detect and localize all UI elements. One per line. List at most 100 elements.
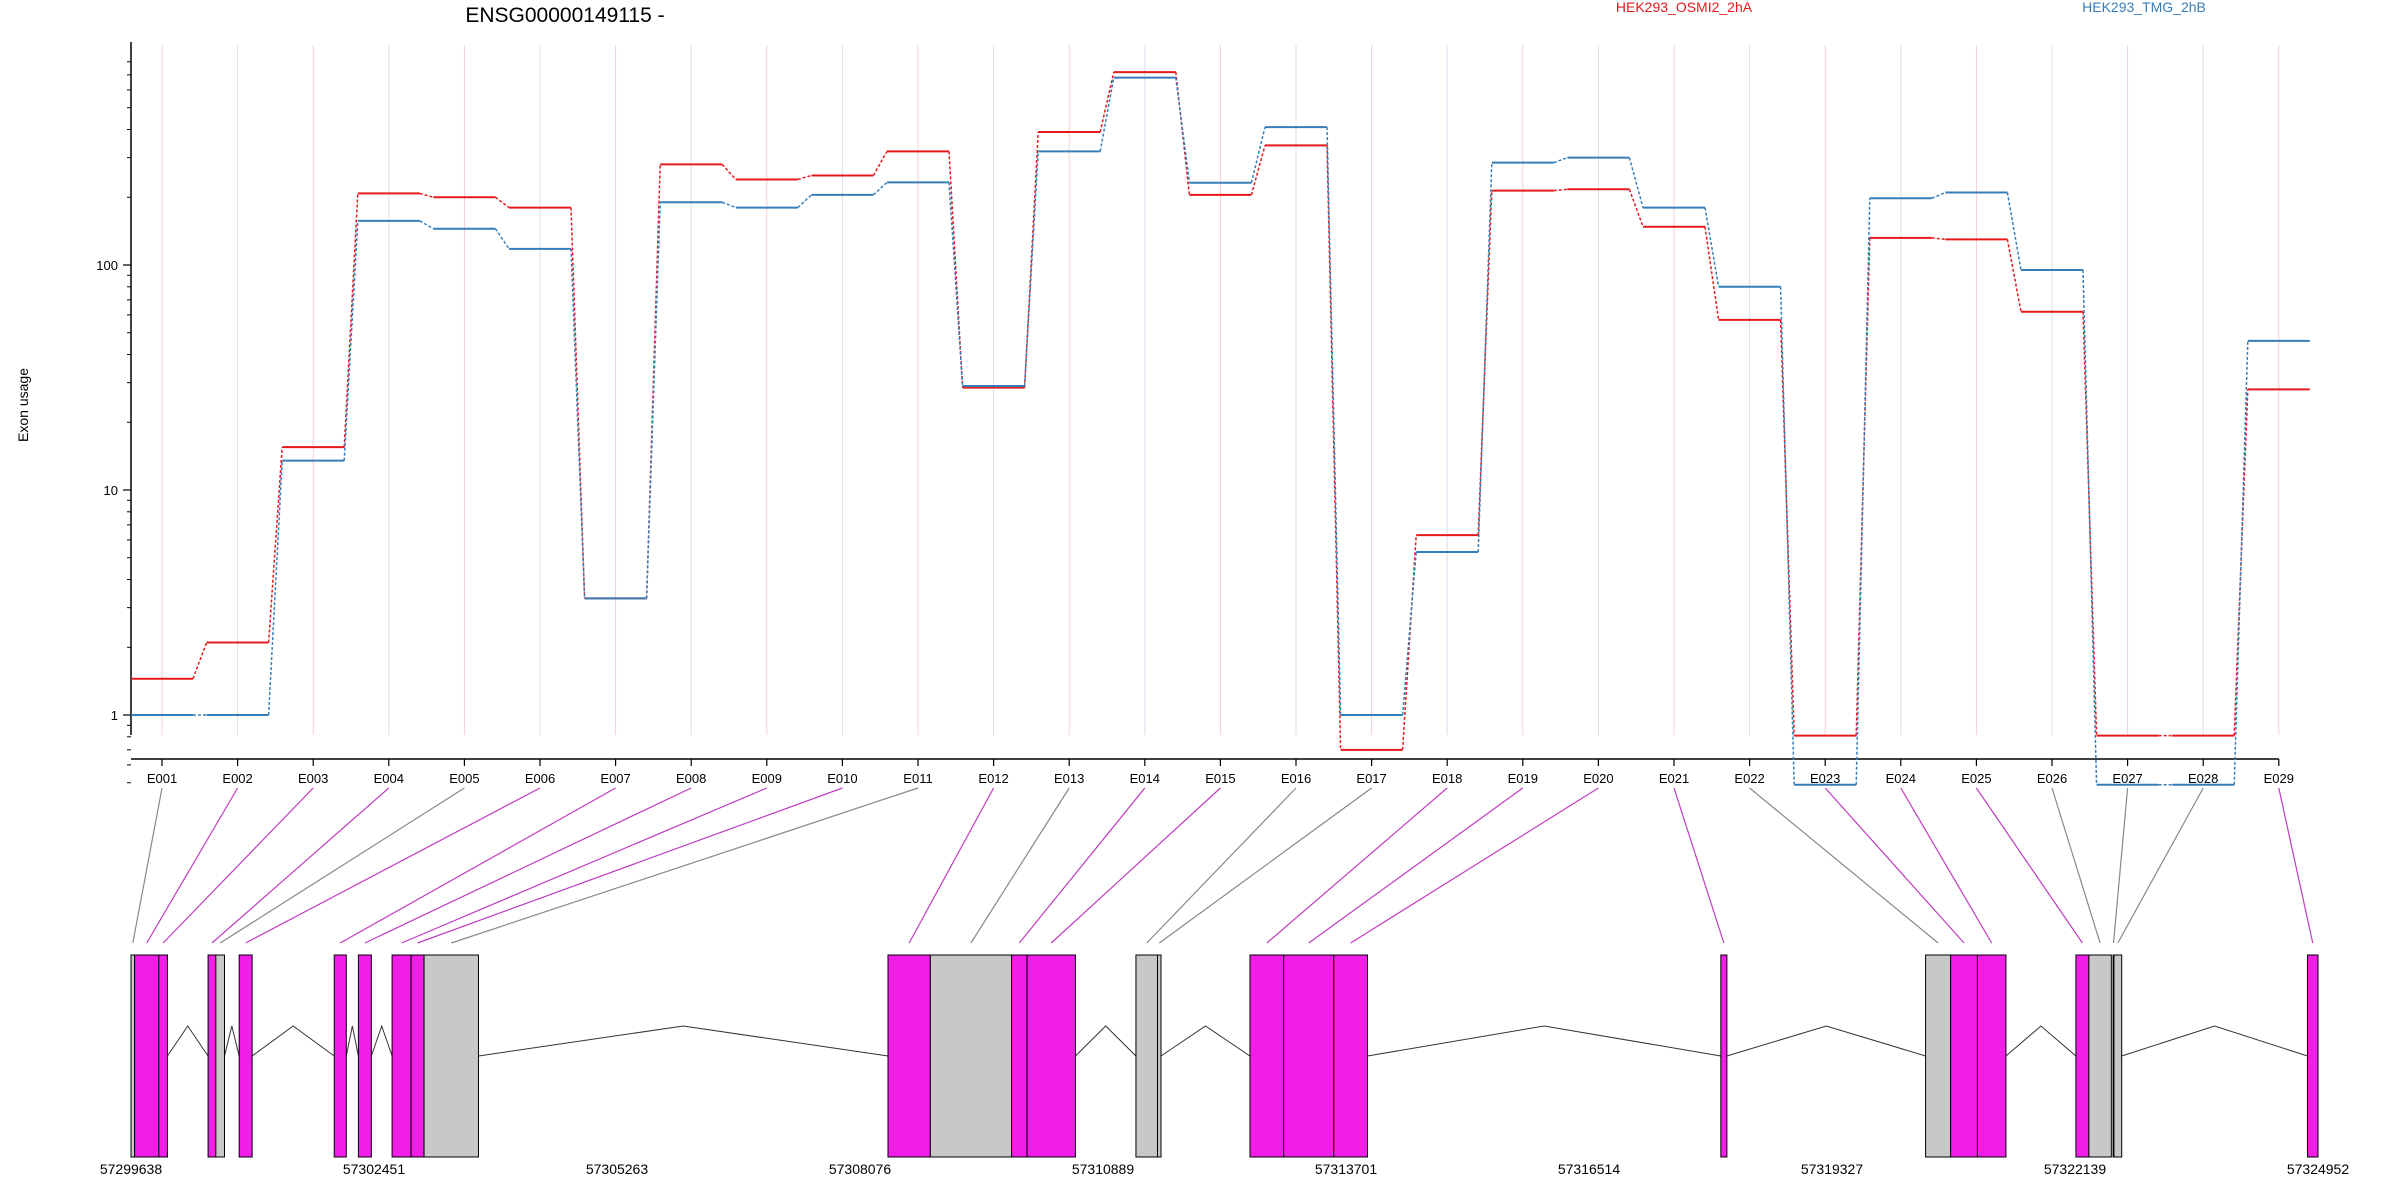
series-2-step <box>948 182 964 387</box>
intron-E007 <box>345 1025 359 1057</box>
series-1-step <box>343 193 359 448</box>
series-1-step <box>2233 389 2249 736</box>
exon-box-E028 <box>2113 954 2123 1158</box>
connector-E026 <box>2051 787 2101 944</box>
gridlines <box>161 45 2280 735</box>
exon-box-E025 <box>2075 954 2090 1158</box>
series-2-step <box>1628 157 1644 208</box>
connector-E005 <box>219 787 465 944</box>
x-tick-label-E023: E023 <box>1810 771 1840 786</box>
exon-box-E022 <box>1925 954 1952 1158</box>
exon-box-E016 <box>1135 954 1159 1158</box>
connector-E012 <box>908 787 995 944</box>
connector-E023 <box>1824 787 1965 944</box>
exon-box-E026 <box>2088 954 2112 1158</box>
x-tick-label-E006: E006 <box>525 771 555 786</box>
series-2-step <box>1401 551 1417 716</box>
series-1-step <box>721 163 737 180</box>
x-tick-label-E013: E013 <box>1054 771 1084 786</box>
intron-E011 <box>478 1025 889 1057</box>
intron-E003 <box>167 1025 209 1057</box>
x-tick-label-E010: E010 <box>827 771 857 786</box>
series-1-step <box>1553 188 1568 192</box>
series-1-step <box>1477 190 1493 536</box>
x-tick-label-E016: E016 <box>1281 771 1311 786</box>
connector-E001 <box>132 787 163 944</box>
series-1-step <box>1704 226 1720 321</box>
exon-box-E018 <box>1249 954 1285 1158</box>
x-tick-label-E020: E020 <box>1583 771 1613 786</box>
series-2-step <box>1175 77 1191 183</box>
intron-E017 <box>1160 1025 1251 1057</box>
x-tick-label-E026: E026 <box>2037 771 2067 786</box>
chart-title: ENSG00000149115 - <box>465 4 664 27</box>
exon-box-E013 <box>929 954 1013 1158</box>
x-tick-label-E021: E021 <box>1659 771 1689 786</box>
series-2-step <box>1931 191 1946 199</box>
x-tick-label-E025: E025 <box>1961 771 1991 786</box>
connector-E014 <box>1018 787 1146 944</box>
series-1-step <box>2006 239 2022 312</box>
y-tick-label-1: 1 <box>111 708 118 723</box>
series-1-step <box>267 447 283 643</box>
series-2-step <box>1553 156 1568 164</box>
series-1-step <box>494 196 510 209</box>
y-tick-label-100: 100 <box>96 258 118 273</box>
connector-E009 <box>401 787 768 944</box>
x-tick-label-E012: E012 <box>978 771 1008 786</box>
series-2-step <box>2006 192 2022 271</box>
connector-E013 <box>970 787 1070 944</box>
series-1-step <box>1855 237 1871 736</box>
genomic-coordinate-label: 57322139 <box>2044 1161 2107 1177</box>
x-tick-label-E014: E014 <box>1130 771 1160 786</box>
series-2-step <box>343 220 359 461</box>
x-tick-label-E015: E015 <box>1205 771 1235 786</box>
series-1-step <box>872 150 888 176</box>
connector-E025 <box>1975 787 2083 944</box>
connector-E022 <box>1749 787 1939 944</box>
connector-E020 <box>1350 787 1599 944</box>
connector-E003 <box>162 787 314 944</box>
series-2-step <box>570 248 586 599</box>
connector-E015 <box>1050 787 1221 944</box>
x-tick-label-E008: E008 <box>676 771 706 786</box>
series-2 <box>131 76 2310 786</box>
exon-connectors <box>132 787 2314 944</box>
exon-box-E002 <box>134 954 160 1158</box>
x-tick-label-E017: E017 <box>1356 771 1386 786</box>
intron-E005 <box>223 1025 240 1057</box>
series-2-step <box>2233 340 2249 785</box>
exon-box-E015 <box>1026 954 1076 1158</box>
genomic-coordinate-label: 57310889 <box>1072 1161 1135 1177</box>
exon-box-E014 <box>1011 954 1028 1158</box>
series-1-step <box>1250 145 1266 196</box>
x-tick-label-E011: E011 <box>903 771 932 786</box>
x-tick-label-E009: E009 <box>752 771 782 786</box>
exon-box-E019 <box>1283 954 1335 1158</box>
intron-E028 <box>2121 1025 2308 1057</box>
connector-E028 <box>2117 787 2204 944</box>
exon-box-E029 <box>2306 954 2319 1158</box>
x-tick-label-E002: E002 <box>222 771 252 786</box>
connector-E010 <box>417 787 843 944</box>
series-2-step <box>2082 269 2098 785</box>
exon-box-E012 <box>887 954 931 1158</box>
connector-E018 <box>1266 787 1448 944</box>
series-2-step <box>1855 198 1871 785</box>
series-2-step <box>797 194 812 209</box>
series-2-step <box>645 202 661 599</box>
connector-E017 <box>1158 787 1372 944</box>
connector-E024 <box>1900 787 1993 944</box>
y-axis-label: Exon usage <box>15 368 31 442</box>
x-tick-label-E027: E027 <box>2112 771 2142 786</box>
series-2-step <box>1704 207 1720 287</box>
legend-entry-series-1: HEK293_OSMI2_2hA <box>1616 0 1753 15</box>
exon-box-E010 <box>410 954 425 1158</box>
exon-box-E021 <box>1720 954 1728 1158</box>
exon-box-E007 <box>333 954 347 1158</box>
x-tick-label-E005: E005 <box>449 771 479 786</box>
x-tick-label-E022: E022 <box>1734 771 1764 786</box>
exon-box-E024 <box>1976 954 2007 1158</box>
genomic-coordinate-label: 57308076 <box>829 1161 892 1177</box>
